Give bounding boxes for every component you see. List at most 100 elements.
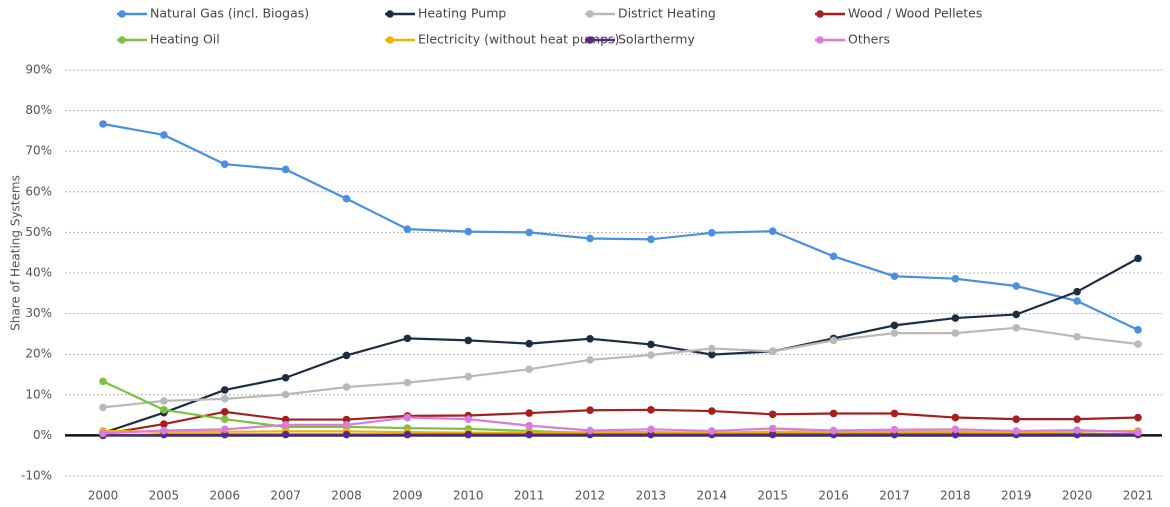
x-tick-label: 2011 [514,489,545,503]
data-point [403,225,412,233]
legend-label: District Heating [618,6,716,21]
data-point [829,426,838,435]
data-point [160,131,168,139]
legend-marker [386,36,394,44]
data-point [951,425,960,434]
y-tick-label: 70% [25,144,52,158]
x-tick-label: 2013 [636,489,667,503]
data-point [160,420,168,428]
data-point [403,378,412,387]
y-tick-label: 10% [25,387,52,401]
data-point [890,425,899,434]
data-point [1012,415,1021,423]
data-point [525,421,533,430]
data-point [220,160,229,168]
y-tick-label: 90% [25,63,52,77]
legend-marker [386,10,394,18]
legend-label: Others [848,32,890,47]
y-tick-label: 40% [25,266,52,280]
data-point [342,415,351,424]
data-point [647,235,655,244]
data-point [647,340,655,349]
data-point [342,351,351,360]
data-point [586,426,594,435]
data-point [281,165,290,174]
series-line [102,408,1139,436]
x-tick-label: 2012 [575,489,606,503]
data-point [525,228,533,237]
legend-label: Electricity (without heat pumps) [418,32,619,47]
series-line [102,433,1138,437]
data-point [890,409,899,418]
data-point [281,390,290,399]
data-point [464,336,473,345]
y-tick-label: 30% [25,306,52,320]
data-point [708,344,716,353]
legend-marker [118,36,126,44]
data-point [403,430,412,439]
data-point [1134,428,1142,436]
x-tick-label: 2009 [392,489,423,503]
y-tick-label: 50% [25,225,52,239]
data-point [829,336,838,345]
data-point [829,252,838,261]
data-point [1012,427,1021,435]
data-point [342,194,351,203]
x-tick-label: 2016 [818,489,849,503]
data-point [1134,326,1142,334]
x-tick-label: 2008 [331,489,362,503]
x-tick-label: 2005 [149,489,180,503]
data-point [647,425,655,434]
data-point [951,430,960,439]
data-point [768,227,777,235]
legend-marker [586,36,594,44]
data-point [890,321,899,330]
data-point [281,373,290,382]
data-point [525,430,533,439]
data-point [464,415,473,423]
legend-label: Natural Gas (incl. Biogas) [150,6,309,21]
data-point [951,314,960,322]
data-point [586,334,594,343]
data-point [220,430,229,439]
data-point [1073,426,1081,434]
x-tick-label: 2020 [1062,489,1093,503]
legend-marker [118,10,126,18]
data-point [464,227,473,236]
data-point [1134,254,1142,263]
data-point [586,406,594,415]
data-point [220,415,229,423]
y-axis-label: Share of Heating Systems [9,175,23,331]
series-line [102,416,1139,435]
data-point [220,408,229,416]
data-point [99,120,107,128]
x-tick-label: 2021 [1123,489,1154,503]
data-point [464,372,473,381]
data-point [1012,324,1021,332]
y-tick-label: 80% [25,103,52,117]
legend: Natural Gas (incl. Biogas) Heating Pump Di… [117,6,982,47]
legend-marker [586,10,594,18]
y-tick-label: 0% [33,428,52,442]
legend-label: Wood / Wood Pelletes [848,6,982,21]
y-tick-label: -10% [21,469,52,483]
data-point [586,234,594,243]
data-point [768,410,777,419]
data-point [708,407,716,415]
legend-label: Solarthermy [618,32,695,47]
data-point [890,329,899,337]
series-line [102,257,1139,435]
data-point [403,413,412,422]
data-point [951,274,960,283]
data-point [525,409,533,417]
data-point [403,334,412,343]
data-point [829,409,838,418]
data-point [220,395,229,403]
data-point [99,429,107,438]
data-point [160,406,168,414]
x-tick-label: 2006 [209,489,240,503]
data-point [342,421,351,429]
x-tick-label: 2007 [270,489,301,503]
data-point [342,430,351,439]
data-point [160,397,168,405]
